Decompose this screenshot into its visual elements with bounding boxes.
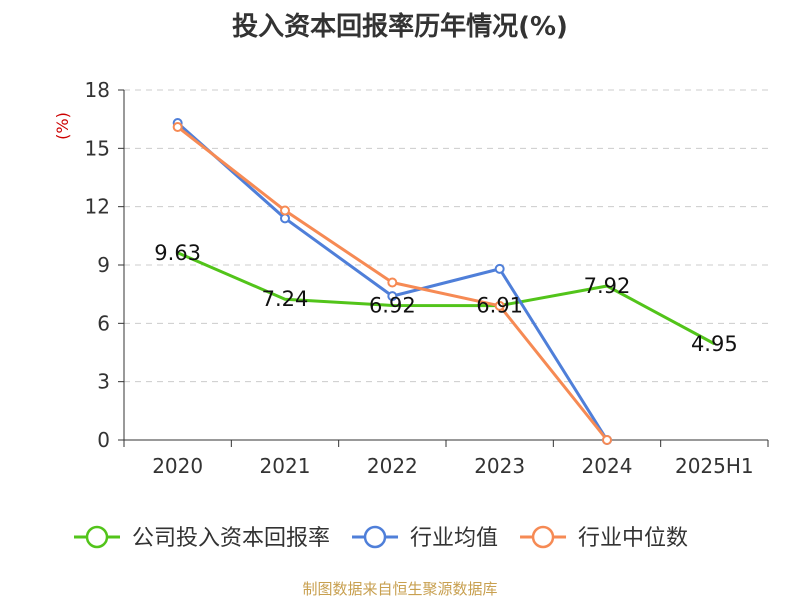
y-tick-label: 12 bbox=[85, 195, 110, 219]
data-point bbox=[280, 205, 290, 216]
y-tick-label: 0 bbox=[97, 428, 110, 452]
legend-marker bbox=[531, 525, 555, 549]
data-point bbox=[387, 291, 398, 302]
legend-marker bbox=[363, 525, 387, 549]
data-labels: 9.63 7.24 6.92 6.91 7.92 4.95 bbox=[154, 241, 737, 356]
data-point bbox=[387, 277, 398, 288]
data-label: 7.92 bbox=[584, 274, 631, 298]
data-label: 7.24 bbox=[262, 287, 309, 311]
y-tick-label: 15 bbox=[85, 136, 110, 160]
data-point bbox=[494, 300, 505, 311]
data-point bbox=[172, 121, 183, 132]
data-label: 9.63 bbox=[154, 241, 201, 265]
data-point bbox=[494, 263, 505, 274]
legend-label-1: 行业均值 bbox=[410, 526, 498, 551]
legend-marker bbox=[85, 525, 109, 549]
x-tick-label: 2022 bbox=[367, 454, 418, 478]
grid-lines bbox=[124, 89, 768, 383]
legend-label-0: 公司投入资本回报率 bbox=[132, 526, 330, 551]
x-tick-label: 2023 bbox=[474, 454, 525, 478]
legend: 公司投入资本回报率 行业均值 行业中位数 bbox=[74, 525, 688, 551]
data-label: 6.91 bbox=[476, 294, 523, 318]
y-tick-label: 6 bbox=[97, 311, 110, 335]
legend-label-2: 行业中位数 bbox=[578, 526, 688, 551]
y-tick-label: 9 bbox=[97, 253, 110, 277]
chart-title: 投入资本回报率历年情况(%) bbox=[232, 12, 568, 42]
x-tick-label: 2025H1 bbox=[675, 454, 754, 478]
series-lines bbox=[172, 118, 716, 445]
x-tick-label: 2024 bbox=[582, 454, 633, 478]
y-tick-label: 3 bbox=[97, 370, 110, 394]
series-line-0 bbox=[177, 251, 716, 346]
x-tick-label: 2020 bbox=[152, 454, 203, 478]
data-label: 6.92 bbox=[369, 293, 416, 317]
y-tick-label: 18 bbox=[85, 78, 110, 102]
data-label: 4.95 bbox=[691, 332, 738, 356]
x-tick-label: 2021 bbox=[260, 454, 311, 478]
data-source-note: 制图数据来自恒生聚源数据库 bbox=[302, 580, 498, 598]
y-axis-label: (%) bbox=[53, 112, 72, 140]
axes: 0 3 6 9 12 15 18 2020 2021 2022 2023 2024 2025H1 bbox=[85, 78, 769, 478]
data-point bbox=[602, 435, 612, 445]
